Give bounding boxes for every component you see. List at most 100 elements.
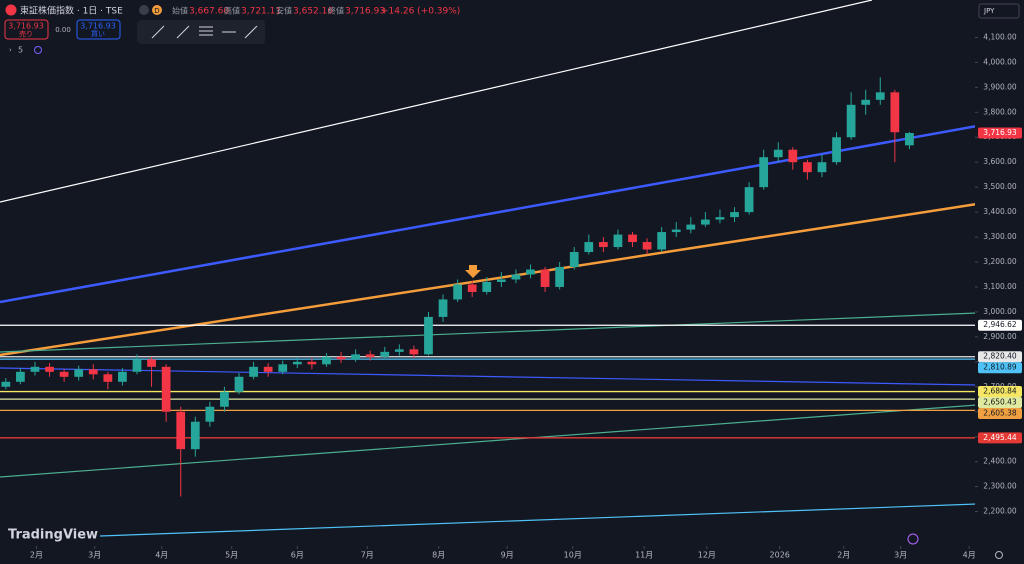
- symbol-icon: [5, 4, 17, 16]
- trend-line: [0, 202, 978, 357]
- candle-body: [336, 356, 346, 360]
- x-tick-label: 7月: [361, 551, 374, 560]
- candle-body: [30, 366, 40, 372]
- x-tick-label: 2月: [837, 551, 850, 560]
- level-badge: [978, 362, 1022, 374]
- candle-body: [74, 369, 84, 377]
- candle-body: [496, 279, 506, 282]
- level-label: 2,650.43: [983, 398, 1017, 407]
- candle-body: [613, 234, 623, 248]
- candle-body: [103, 374, 113, 382]
- level-label: 2,680.84: [983, 387, 1017, 396]
- indicator-icon[interactable]: [34, 46, 42, 54]
- y-tick-label: 2,300.00: [983, 482, 1017, 491]
- tool-icon[interactable]: [199, 26, 213, 36]
- y-tick-label: 3,400.00: [983, 207, 1017, 216]
- y-tick-label: 3,200.00: [983, 257, 1017, 266]
- candle-body: [394, 349, 404, 352]
- buy-button[interactable]: [76, 19, 121, 40]
- candle-body: [832, 137, 841, 163]
- x-tick-label: 6月: [291, 551, 304, 560]
- y-tick-label: 3,100.00: [983, 282, 1017, 291]
- trend-line: [0, 312, 978, 353]
- tool-icon[interactable]: [151, 25, 165, 39]
- level-badge: [978, 319, 1022, 331]
- y-tick-label: 3,600.00: [983, 157, 1017, 166]
- tool-icon[interactable]: [176, 25, 190, 39]
- candle-body: [773, 149, 783, 158]
- sell-price[interactable]: 3,716.93: [8, 22, 44, 31]
- candle-body: [88, 369, 98, 375]
- candle-body: [598, 242, 608, 248]
- candle-body: [657, 232, 667, 250]
- axis: 4,100.004,000.003,900.003,800.003,700.00…: [30, 32, 1022, 560]
- buy-price[interactable]: 3,716.93: [80, 22, 116, 31]
- x-tick-label: 9月: [501, 551, 514, 560]
- candle-body: [701, 219, 710, 225]
- candle-body: [686, 224, 696, 230]
- y-tick-label: 2,200.00: [983, 507, 1017, 516]
- collapse-icon[interactable]: ›: [9, 46, 12, 54]
- level-label: 2,810.89: [983, 363, 1017, 372]
- candle-body: [744, 187, 754, 213]
- icon[interactable]: [907, 533, 919, 545]
- toolbar: [137, 20, 265, 44]
- candle-body: [555, 267, 565, 287]
- indicators-count[interactable]: 5: [18, 46, 23, 55]
- trend-line: [0, 0, 873, 203]
- candle-body: [846, 104, 856, 138]
- y-tick-label: 3,300.00: [983, 232, 1017, 241]
- trend-line: [0, 404, 978, 478]
- icon: [139, 5, 149, 15]
- close-label: 終値: [328, 6, 344, 16]
- x-tick-label: 10月: [564, 551, 582, 560]
- candle-body: [132, 359, 142, 372]
- x-tick-label: 4月: [963, 551, 976, 560]
- level-label: 2,495.44: [983, 433, 1017, 442]
- candle-body: [220, 391, 229, 407]
- candle-body: [59, 371, 69, 377]
- sell-button[interactable]: [4, 19, 49, 40]
- arrow-marker: [465, 265, 481, 278]
- candle-body: [118, 371, 127, 382]
- y-tick-label: 3,500.00: [983, 182, 1017, 191]
- candle-body: [905, 133, 914, 146]
- candle-body: [322, 356, 331, 365]
- high-label: 高値: [224, 6, 240, 16]
- currency-box[interactable]: [978, 3, 1020, 19]
- x-tick-label: 3月: [894, 551, 907, 560]
- candle-body: [1, 381, 11, 387]
- sell[interactable]: 売り: [19, 29, 33, 38]
- candle-body: [540, 269, 550, 287]
- x-tick-label: 11月: [635, 551, 653, 560]
- drawing-toolbar[interactable]: [137, 20, 265, 44]
- settings-icon[interactable]: [995, 551, 1003, 559]
- level-badge: [978, 386, 1022, 398]
- candle-body: [730, 212, 739, 218]
- candle-body: [642, 242, 652, 250]
- candle-body: [671, 229, 681, 233]
- candle-body: [715, 217, 725, 220]
- y-tick-label: 3,800.00: [983, 107, 1017, 116]
- candle-body: [424, 316, 433, 355]
- candle-body: [16, 371, 25, 382]
- tool-icon[interactable]: [244, 25, 258, 39]
- candle-body: [438, 299, 448, 317]
- currency[interactable]: JPY: [983, 7, 995, 15]
- level-badge: [978, 432, 1022, 444]
- trend-line: [99, 503, 978, 537]
- open-label: 始値: [172, 6, 188, 16]
- buy[interactable]: 買い: [91, 30, 105, 38]
- level-label: 2,946.62: [983, 320, 1017, 329]
- level-badge: [978, 351, 1022, 363]
- candle-body: [365, 354, 375, 357]
- candle-body: [292, 361, 302, 365]
- drawings: [0, 0, 978, 537]
- candle-body: [759, 157, 769, 188]
- y-tick-label: 4,000.00: [983, 57, 1017, 66]
- candle-body: [263, 366, 273, 372]
- last-price-badge: [978, 127, 1022, 139]
- candle-body: [380, 351, 390, 357]
